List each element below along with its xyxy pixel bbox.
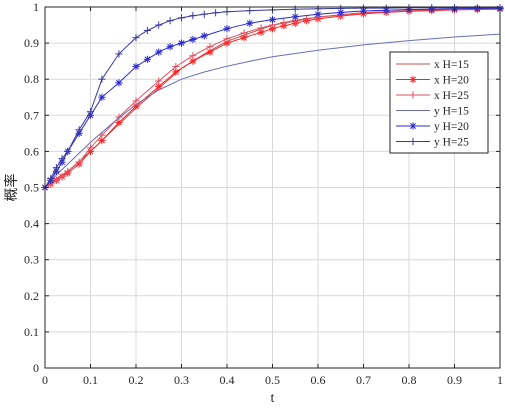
legend-label: y H=15 — [434, 106, 469, 118]
x-tick-label: 0 — [42, 373, 48, 387]
legend-entry: y H=25 — [396, 137, 469, 149]
y-tick-label: 0.1 — [24, 325, 39, 339]
asterisk-marker-d2 — [224, 25, 230, 32]
x-tick-label: 0.6 — [311, 373, 326, 387]
asterisk-marker-d2 — [133, 63, 139, 70]
asterisk-marker-d2 — [201, 32, 208, 39]
asterisk-marker-d2 — [292, 13, 299, 20]
asterisk-marker-d2 — [189, 58, 196, 65]
y-tick-label: 0.8 — [24, 72, 39, 86]
asterisk-marker-d2 — [172, 69, 179, 75]
y-tick-label: 0.4 — [24, 217, 39, 231]
asterisk-marker-d2 — [98, 137, 105, 144]
asterisk-marker-d2 — [144, 56, 151, 63]
y-tick-label: 1 — [33, 0, 39, 14]
legend-entry: y H=15 — [396, 106, 469, 118]
asterisk-marker-d2 — [53, 168, 60, 175]
legend-entry: x H=25 — [396, 90, 469, 102]
asterisk-marker-d2 — [155, 49, 162, 56]
legend-box — [389, 51, 489, 154]
asterisk-marker-d2 — [115, 79, 122, 86]
y-tick-label: 0 — [33, 361, 39, 375]
legend-entry: x H=20 — [396, 75, 469, 87]
asterisk-marker-d2 — [246, 20, 253, 27]
legend-entry: x H=15 — [396, 59, 469, 71]
y-tick-label: 0.9 — [24, 36, 39, 50]
x-tick-label: 0.8 — [402, 373, 417, 387]
y-tick-label: 0.2 — [24, 289, 39, 303]
asterisk-marker-d2 — [206, 49, 213, 56]
y-tick-label: 0.3 — [24, 253, 39, 267]
x-tick-label: 0.4 — [220, 373, 235, 387]
asterisk-marker-d2 — [410, 123, 416, 129]
asterisk-marker-d2 — [87, 148, 94, 155]
y-tick-label: 0.5 — [24, 181, 39, 195]
asterisk-marker-d2 — [155, 83, 162, 90]
legend-label: x H=25 — [434, 90, 469, 102]
asterisk-marker-d2 — [87, 112, 94, 119]
x-tick-label: 0.7 — [356, 373, 371, 387]
asterisk-marker-d2 — [241, 34, 248, 41]
asterisk-marker-d2 — [133, 103, 139, 110]
asterisk-marker-d2 — [269, 16, 276, 23]
series-line — [44, 7, 500, 188]
legend-label: y H=25 — [434, 137, 469, 149]
series-line — [44, 8, 501, 188]
asterisk-marker-d2 — [178, 40, 185, 47]
asterisk-marker-d2 — [167, 43, 174, 50]
asterisk-marker-d2 — [410, 76, 416, 83]
asterisk-marker-d2 — [315, 11, 321, 18]
asterisk-marker-d2 — [258, 29, 265, 36]
asterisk-marker-d2 — [337, 9, 344, 16]
asterisk-marker-d2 — [76, 130, 83, 137]
x-tick-label: 1 — [497, 373, 503, 387]
x-tick-label: 0.9 — [447, 373, 462, 387]
series-line — [44, 33, 501, 188]
x-tick-label: 0.3 — [174, 373, 189, 387]
legend-entry: y H=20 — [396, 121, 469, 133]
x-tick-label: 0.5 — [265, 373, 280, 387]
asterisk-marker-d2 — [115, 119, 122, 126]
y-axis-label: 概率 — [3, 174, 20, 202]
x-axis-label: t — [271, 391, 275, 406]
x-tick-label: 0.2 — [129, 373, 144, 387]
y-tick-label: 0.6 — [24, 144, 39, 158]
x-tick-label: 0.1 — [83, 373, 98, 387]
legend: x H=15 x H=20 x H=25 y H=15 y H=20 y H=25 — [389, 51, 489, 154]
legend-label: x H=15 — [434, 59, 469, 71]
asterisk-marker-d2 — [59, 159, 66, 166]
legend-label: y H=20 — [434, 121, 469, 133]
series-4 — [44, 33, 501, 188]
asterisk-marker-d2 — [189, 36, 196, 43]
asterisk-marker-d2 — [224, 40, 230, 47]
axis-ticks: 0 0.1 0.2 0.3 0.4 0.5 0.6 0.7 0.8 0.9 1 0 0.1 0.2 0.3 0… — [24, 0, 503, 387]
asterisk-marker-d2 — [98, 94, 105, 101]
legend-label: x H=20 — [434, 75, 469, 87]
asterisk-marker-d2 — [269, 25, 276, 32]
y-tick-label: 0.7 — [24, 108, 39, 122]
